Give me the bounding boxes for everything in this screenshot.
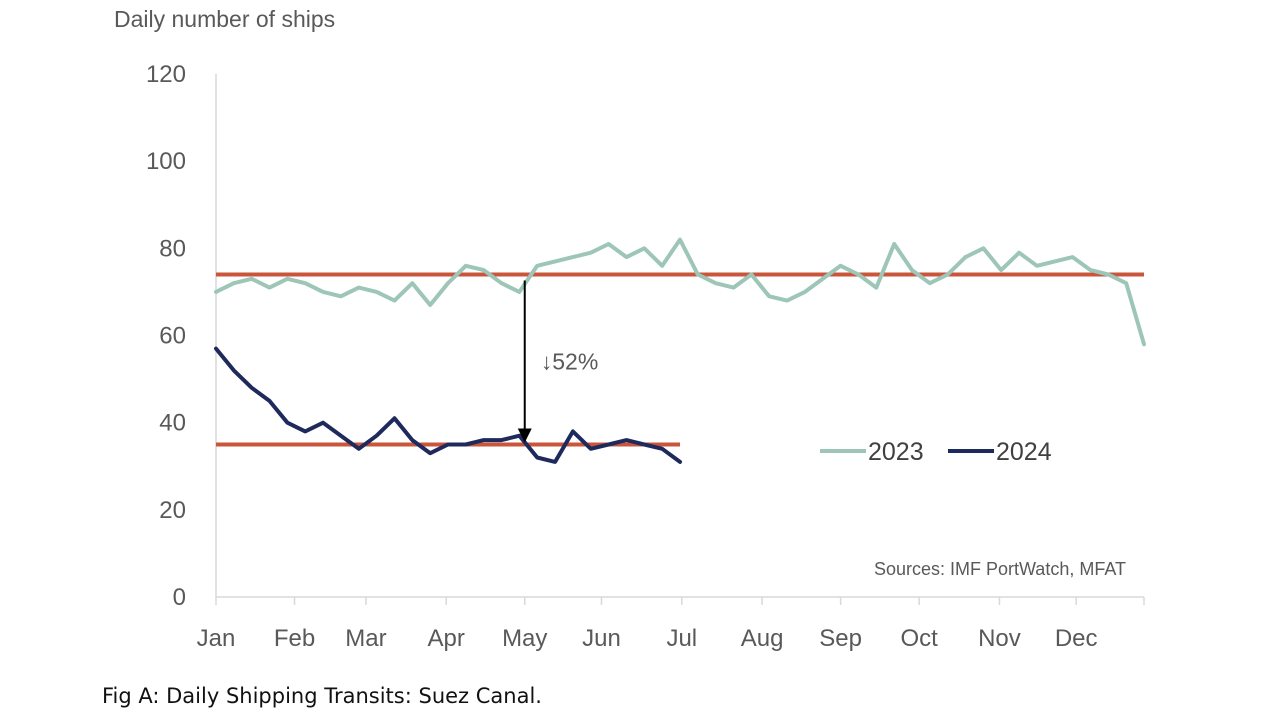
y-tick-label: 120 xyxy=(146,61,186,88)
y-tick-label: 80 xyxy=(159,235,186,262)
x-tick-label: Oct xyxy=(900,625,938,652)
x-tick-label: Jul xyxy=(666,625,697,652)
legend: 2023 2024 xyxy=(820,438,1052,466)
x-tick-label: Jun xyxy=(582,625,621,652)
y-tick-label: 100 xyxy=(146,148,186,175)
x-tick-label: Aug xyxy=(741,625,784,652)
series-line-2024 xyxy=(214,346,682,464)
y-tick-label: 0 xyxy=(173,584,186,611)
legend-label-2023: 2023 xyxy=(868,438,924,466)
legend-label-2024: 2024 xyxy=(996,438,1052,466)
y-tick-label: 20 xyxy=(159,497,186,524)
y-axis-title: Daily number of ships xyxy=(114,6,336,32)
x-tick-label: Apr xyxy=(428,625,465,652)
annotation-label: ↓52% xyxy=(541,348,599,374)
x-tick-label: Jan xyxy=(197,625,236,652)
series-line-2023 xyxy=(214,237,1146,347)
x-tick-label: Sep xyxy=(819,625,862,652)
x-tick-label: Dec xyxy=(1055,625,1098,652)
figure-caption: Fig A: Daily Shipping Transits: Suez Can… xyxy=(102,684,542,708)
x-tick-label: May xyxy=(502,625,547,652)
source-note: Sources: IMF PortWatch, MFAT xyxy=(874,559,1126,579)
annotation-arrow-head xyxy=(517,428,532,443)
reference-lines xyxy=(216,272,1144,447)
y-axis-ticks: 0 20 40 60 80 100 120 xyxy=(146,61,186,611)
y-tick-label: 60 xyxy=(159,323,186,350)
series-lines xyxy=(214,237,1146,464)
x-axis-ticks: Jan Feb Mar Apr May Jun Jul Aug Sep Oct Nov Dec xyxy=(197,597,1145,652)
axes xyxy=(215,74,1144,598)
annotations: ↓52% xyxy=(517,280,599,443)
x-tick-label: Feb xyxy=(274,625,315,652)
y-tick-label: 40 xyxy=(159,410,186,437)
x-tick-label: Nov xyxy=(978,625,1021,652)
x-tick-label: Mar xyxy=(345,625,386,652)
